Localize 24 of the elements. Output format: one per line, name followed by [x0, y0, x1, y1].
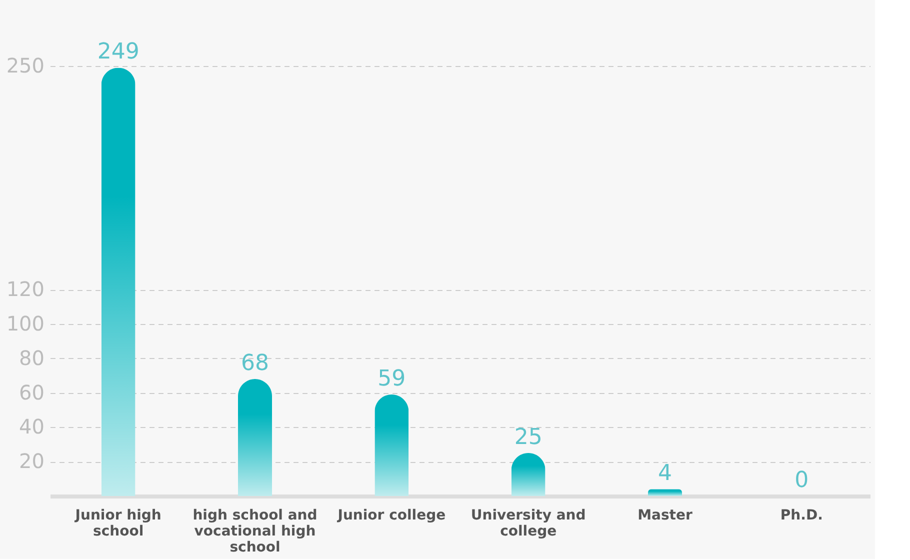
data-label: 4 — [658, 461, 672, 486]
y-tick-label: 120 — [6, 277, 44, 302]
x-tick-label: Junior high school — [74, 508, 162, 540]
x-tick-label: Junior college — [336, 508, 446, 524]
bar — [238, 379, 272, 496]
data-label: 25 — [514, 425, 542, 450]
data-label: 59 — [378, 366, 406, 392]
data-label: 0 — [794, 468, 809, 493]
x-tick-label: Ph.D. — [780, 508, 823, 524]
bar — [101, 68, 136, 496]
data-label: 68 — [241, 351, 269, 376]
data-label: 249 — [97, 40, 140, 65]
bar — [511, 453, 546, 496]
x-tick-label: University and college — [470, 508, 586, 540]
y-tick-label: 100 — [6, 312, 44, 336]
y-tick-label: 40 — [19, 414, 44, 439]
y-tick-label: 80 — [19, 346, 44, 370]
x-tick-label: high school and vocational high school — [192, 508, 318, 556]
x-tick-label: Master — [638, 508, 692, 524]
y-tick-label: 60 — [19, 380, 44, 404]
y-tick-label: 250 — [6, 54, 44, 78]
y-tick-label: 20 — [19, 449, 44, 474]
bar — [648, 489, 682, 496]
bar — [374, 394, 409, 496]
